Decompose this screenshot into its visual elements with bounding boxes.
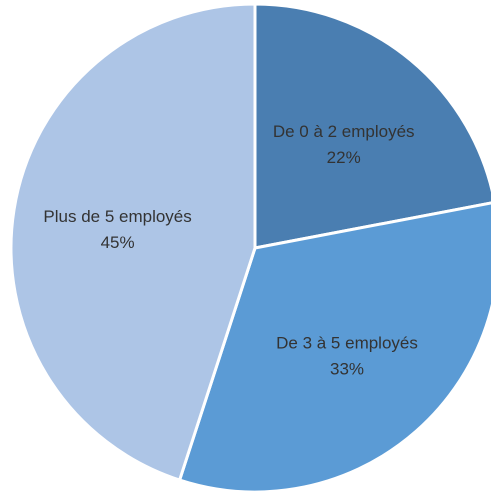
slice-category-label: Plus de 5 employés bbox=[43, 207, 191, 226]
slice-category-label: De 3 à 5 employés bbox=[276, 333, 418, 352]
slice-category-label: De 0 à 2 employés bbox=[273, 122, 415, 141]
slices-layer bbox=[11, 4, 491, 492]
slice-percent-label: 45% bbox=[101, 233, 135, 252]
slice-percent-label: 33% bbox=[330, 359, 364, 378]
slice-percent-label: 22% bbox=[327, 148, 361, 167]
